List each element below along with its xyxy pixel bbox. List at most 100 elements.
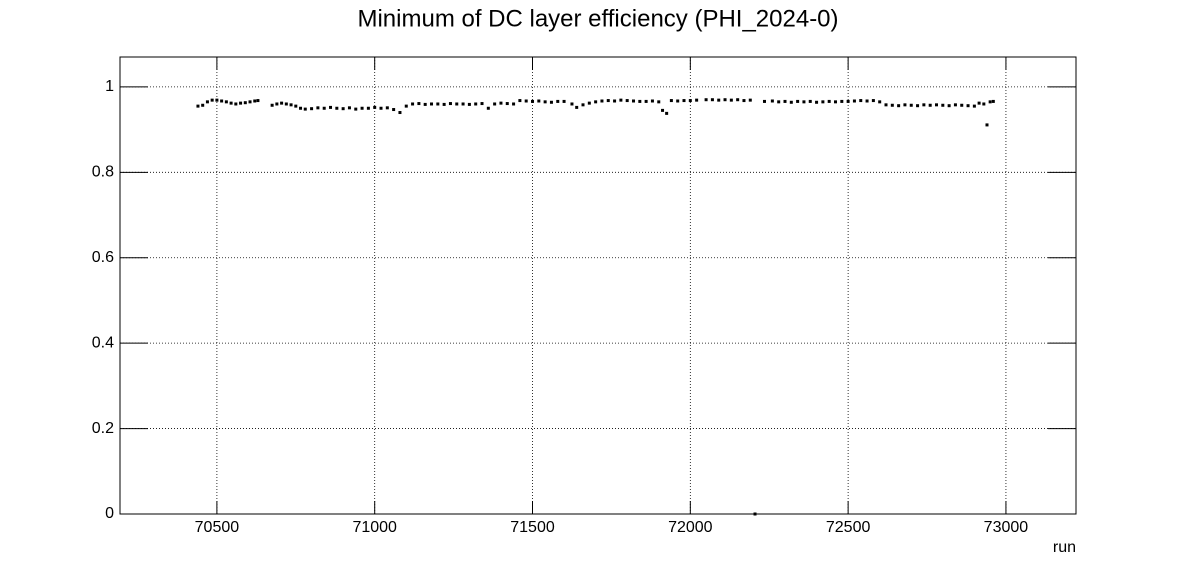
- point: [512, 102, 516, 106]
- point: [587, 101, 591, 105]
- point: [988, 100, 992, 104]
- point: [903, 103, 907, 107]
- point: [480, 102, 484, 106]
- point: [815, 100, 819, 104]
- point: [846, 99, 850, 103]
- point: [972, 104, 976, 108]
- point: [430, 102, 434, 106]
- point: [650, 99, 654, 103]
- point: [688, 99, 692, 103]
- point: [467, 102, 471, 106]
- point: [303, 107, 307, 111]
- point: [354, 107, 358, 111]
- point: [859, 99, 863, 103]
- point: [234, 102, 238, 106]
- point: [742, 99, 746, 103]
- point: [549, 100, 553, 104]
- point: [379, 106, 383, 110]
- point: [695, 98, 699, 102]
- point: [486, 106, 490, 110]
- point: [834, 100, 838, 104]
- point: [248, 100, 252, 104]
- x-tick-label: 72500: [826, 519, 871, 536]
- point: [570, 102, 574, 106]
- point: [897, 104, 901, 108]
- point: [783, 99, 787, 103]
- x-tick-label: 73000: [984, 519, 1029, 536]
- point: [777, 100, 781, 104]
- point: [239, 101, 243, 105]
- point: [928, 103, 932, 107]
- point: [347, 106, 351, 110]
- point: [581, 103, 585, 107]
- point: [575, 105, 579, 109]
- y-tick-label: 0.4: [92, 334, 114, 351]
- y-tick-label: 0.8: [92, 164, 114, 181]
- point: [982, 102, 986, 106]
- point: [531, 99, 535, 103]
- point: [852, 99, 856, 103]
- point: [360, 106, 364, 110]
- point: [600, 99, 604, 103]
- point: [644, 99, 648, 103]
- point: [335, 106, 339, 110]
- point: [682, 99, 686, 103]
- x-tick-label: 70500: [195, 519, 240, 536]
- point: [977, 101, 981, 105]
- point: [827, 99, 831, 103]
- point: [613, 99, 617, 103]
- point: [322, 106, 326, 110]
- point: [205, 100, 209, 104]
- x-tick-label: 71500: [510, 519, 555, 536]
- point: [704, 98, 708, 102]
- point: [922, 103, 926, 107]
- point: [796, 99, 800, 103]
- x-tick-label: 72000: [668, 519, 713, 536]
- chart-title: Minimum of DC layer efficiency (PHI_2024…: [357, 5, 838, 32]
- point: [770, 99, 774, 103]
- point: [461, 102, 465, 106]
- point: [661, 108, 665, 112]
- point: [518, 99, 522, 103]
- point: [294, 104, 298, 108]
- point: [423, 102, 427, 106]
- point: [657, 100, 661, 104]
- point: [638, 99, 642, 103]
- point: [890, 103, 894, 107]
- point: [270, 103, 274, 107]
- point: [808, 99, 812, 103]
- point: [941, 103, 945, 107]
- point: [717, 98, 721, 102]
- point: [392, 108, 396, 112]
- point: [524, 99, 528, 103]
- point: [280, 101, 284, 105]
- point: [493, 102, 497, 106]
- point: [729, 98, 733, 102]
- point: [669, 99, 673, 103]
- point: [455, 102, 459, 106]
- point: [316, 106, 320, 110]
- point: [625, 99, 629, 103]
- point: [960, 103, 964, 107]
- point: [619, 98, 623, 102]
- point: [878, 100, 882, 104]
- point: [916, 104, 920, 108]
- point: [411, 102, 415, 106]
- point: [543, 100, 547, 104]
- point: [736, 98, 740, 102]
- point: [753, 512, 757, 516]
- point: [253, 99, 257, 103]
- point: [884, 103, 888, 107]
- point: [373, 105, 377, 109]
- y-tick-label: 0.6: [92, 249, 114, 266]
- point: [840, 99, 844, 103]
- point: [934, 103, 938, 107]
- point: [196, 104, 200, 108]
- point: [474, 102, 478, 106]
- point: [966, 104, 970, 108]
- point: [821, 100, 825, 104]
- point: [448, 102, 452, 106]
- point: [556, 99, 560, 103]
